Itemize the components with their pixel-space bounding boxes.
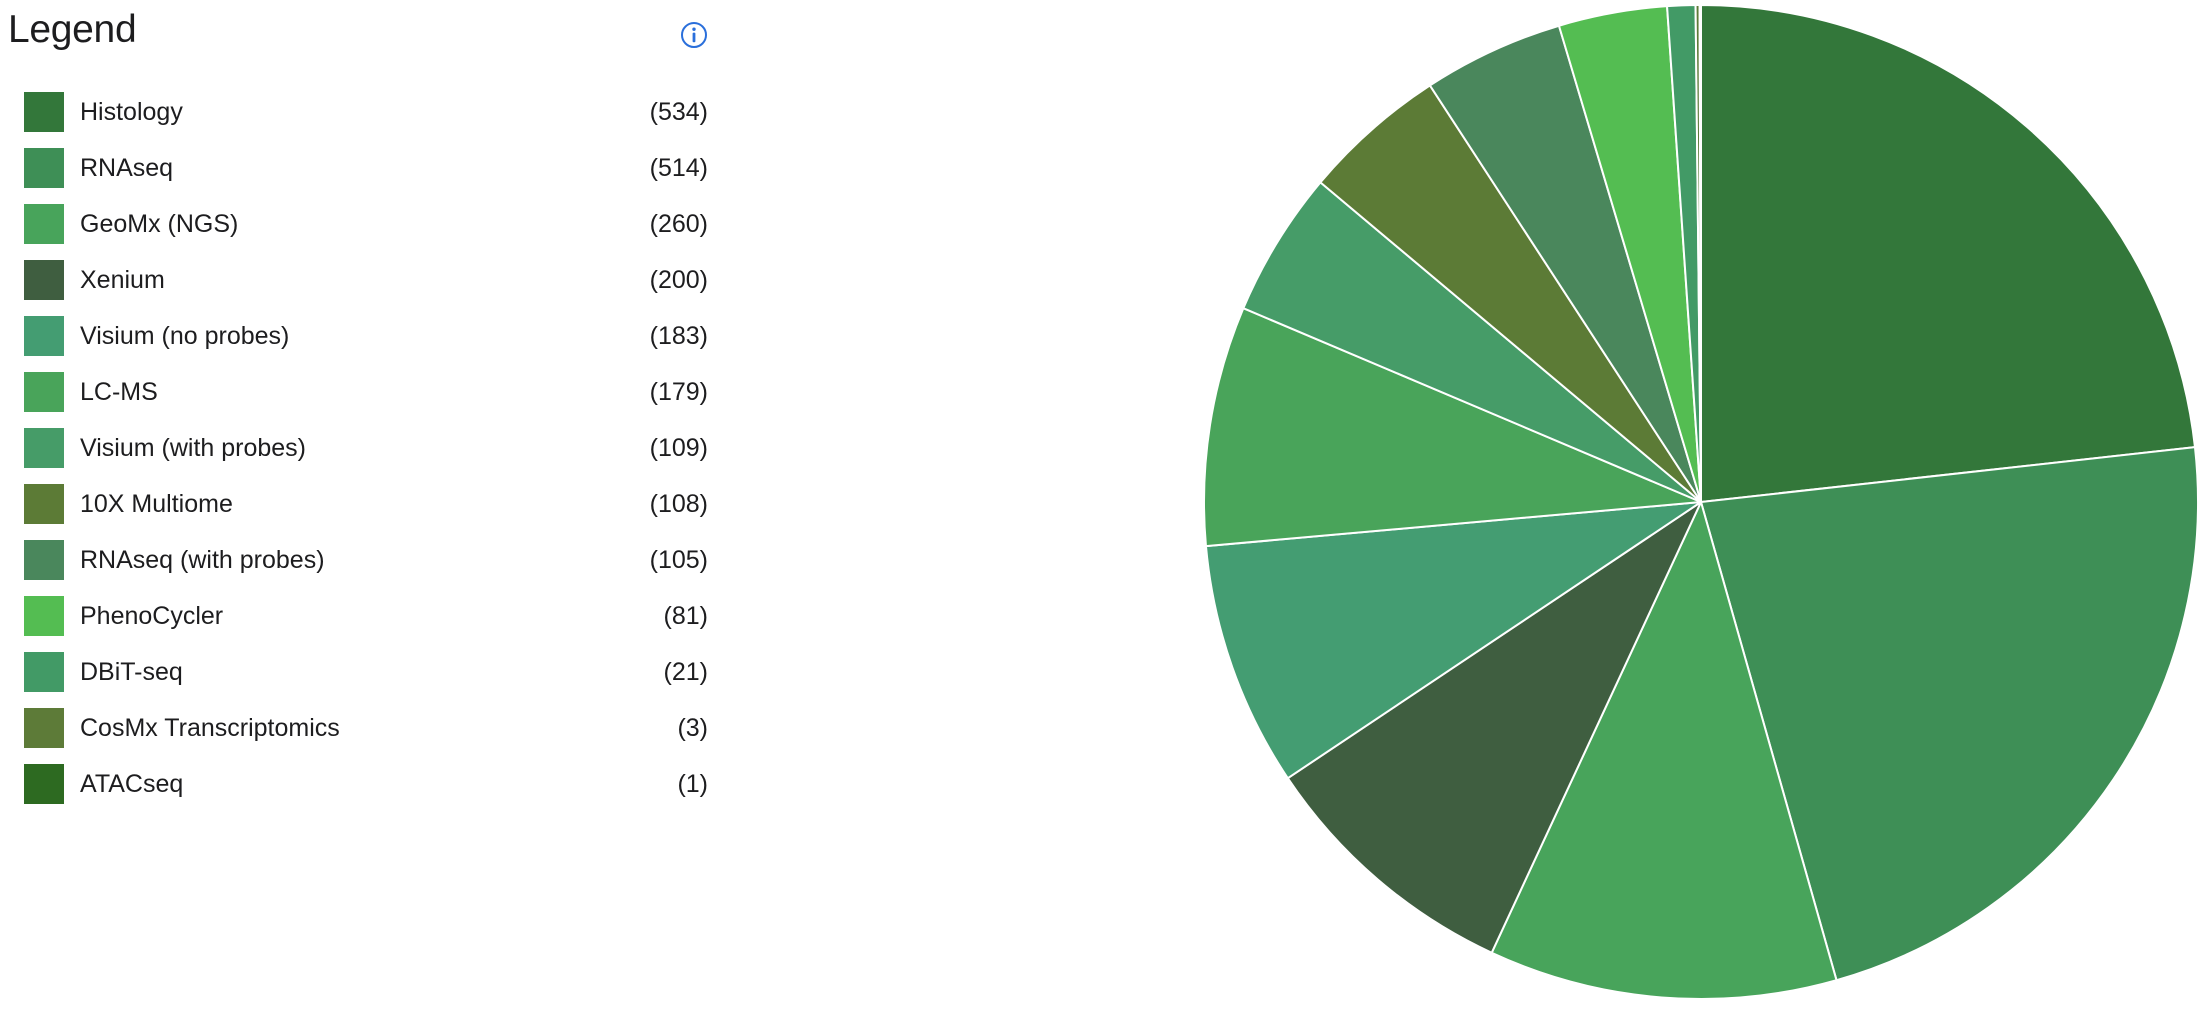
- legend-swatch: [24, 764, 64, 804]
- legend-label: 10X Multiome: [80, 490, 233, 518]
- legend-item[interactable]: 10X Multiome (108): [0, 480, 720, 536]
- pie-slice[interactable]: [1700, 4, 2196, 503]
- info-icon[interactable]: [679, 20, 709, 50]
- legend-title: Legend: [8, 8, 137, 51]
- pie-slice[interactable]: [1700, 446, 2200, 982]
- legend-count: (200): [649, 266, 708, 294]
- legend-swatch: [24, 260, 64, 300]
- legend-swatch: [24, 316, 64, 356]
- legend-item[interactable]: CosMx Transcriptomics (3): [0, 704, 720, 760]
- legend-count: (3): [677, 714, 708, 742]
- legend-label: RNAseq (with probes): [80, 546, 325, 574]
- legend-label: DBiT-seq: [80, 658, 183, 686]
- legend-swatch: [24, 428, 64, 468]
- legend-item[interactable]: RNAseq (514): [0, 144, 720, 200]
- legend-item[interactable]: PhenoCycler (81): [0, 592, 720, 648]
- legend-label: RNAseq: [80, 154, 174, 182]
- pie-slice[interactable]: [1286, 501, 1702, 954]
- legend-swatch: [24, 204, 64, 244]
- legend-label: ATACseq: [80, 770, 184, 798]
- legend-swatch: [24, 484, 64, 524]
- pie-slice[interactable]: [1490, 501, 1838, 1000]
- legend-label: Histology: [80, 98, 183, 126]
- legend-item[interactable]: DBiT-seq (21): [0, 648, 720, 704]
- legend-count: (183): [649, 322, 708, 350]
- legend-label: LC-MS: [80, 378, 158, 406]
- legend-swatch: [24, 92, 64, 132]
- pie-slice[interactable]: [1204, 501, 1702, 780]
- legend-label: GeoMx (NGS): [80, 210, 239, 238]
- legend-item[interactable]: GeoMx (NGS) (260): [0, 200, 720, 256]
- legend-item[interactable]: Visium (with probes) (109): [0, 424, 720, 480]
- legend-count: (105): [649, 546, 708, 574]
- legend-count: (260): [649, 210, 708, 238]
- legend-item[interactable]: Histology (534): [0, 88, 720, 144]
- legend-item[interactable]: Visium (no probes) (183): [0, 312, 720, 368]
- legend-swatch: [24, 372, 64, 412]
- legend-swatch: [24, 540, 64, 580]
- legend-swatch: [24, 652, 64, 692]
- legend-label: Visium (with probes): [80, 434, 307, 462]
- legend-label: PhenoCycler: [80, 602, 224, 630]
- legend-label: Visium (no probes): [80, 322, 290, 350]
- legend-count: (514): [649, 154, 708, 182]
- pie-slice[interactable]: [1698, 3, 1702, 503]
- legend-count: (1): [677, 770, 708, 798]
- legend-count: (534): [649, 98, 708, 126]
- legend-swatch: [24, 708, 64, 748]
- pie-slice[interactable]: [1203, 307, 1702, 548]
- legend-count: (81): [663, 602, 708, 630]
- legend-label: Xenium: [80, 266, 165, 294]
- legend-count: (108): [649, 490, 708, 518]
- legend-count: (21): [663, 658, 708, 686]
- legend-item[interactable]: RNAseq (with probes) (105): [0, 536, 720, 592]
- legend-count: (109): [649, 434, 708, 462]
- legend-swatch: [24, 596, 64, 636]
- legend-count: (179): [649, 378, 708, 406]
- legend-item[interactable]: Xenium (200): [0, 256, 720, 312]
- legend-swatch: [24, 148, 64, 188]
- legend-item[interactable]: LC-MS (179): [0, 368, 720, 424]
- legend-label: CosMx Transcriptomics: [80, 714, 340, 742]
- legend-item[interactable]: ATACseq (1): [0, 760, 720, 816]
